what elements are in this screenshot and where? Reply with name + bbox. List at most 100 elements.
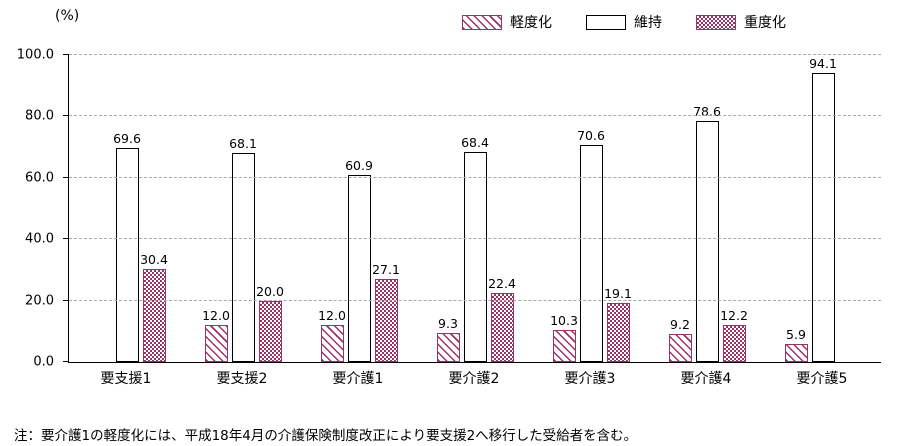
y-tick-mark [63,54,69,55]
bar-value-label: 12.0 [318,308,346,324]
bar-slot: 22.4 [488,55,516,362]
legend-item: 維持 [586,12,662,32]
y-axis-unit-label: (%) [55,8,80,24]
bar-group: 9.3 68.4 22.4 [417,55,533,362]
legend-label: 維持 [634,15,662,31]
bar-slot: 78.6 [693,55,721,362]
bar-slot: 27.1 [372,55,400,362]
y-tick-mark [63,299,69,301]
bar-slot: 19.1 [604,55,632,362]
bar-slot: 60.9 [345,55,373,362]
y-tick-label: 60.0 [25,170,54,186]
bar-group: 9.2 78.6 12.2 [649,55,765,362]
gridline [69,115,881,117]
y-tick-label: 40.0 [25,231,54,247]
x-axis-category-label: 要介護2 [448,371,500,387]
legend-label: 重度化 [744,15,786,31]
bar [463,152,487,362]
bar-value-label: 12.2 [720,307,748,323]
bar [606,303,630,362]
legend-swatch-icon [462,14,502,30]
bar-value-label: 68.4 [461,135,489,151]
gridline [69,54,881,55]
bar-value-label: 68.1 [229,135,257,151]
bar [436,333,460,362]
y-axis: 0.0 20.0 40.0 60.0 80.0 100.0 [0,48,60,370]
bar-slot: 12.0 [202,55,230,362]
bar [722,324,746,362]
bar-value-label: 20.0 [256,283,284,299]
bar-slot: 30.4 [140,55,168,362]
bar-slot: 68.4 [461,55,489,362]
bar [490,293,514,362]
bar [320,325,344,362]
bar-value-label: 70.6 [577,128,605,144]
bar [811,73,835,362]
bar-slot: 5.9 [783,55,810,362]
y-tick-mark [63,115,69,117]
bar [204,325,228,362]
plot-wrap: 69.6 30.4 12.0 68.1 20.0 12.0 60.9 27.1 9.3 68.4 2… [63,54,881,363]
bar [552,330,576,362]
y-tick-label: 100.0 [16,47,54,63]
x-axis-category-label: 要支援2 [216,371,268,387]
y-tick-label: 80.0 [25,108,54,124]
bar [374,278,398,362]
bar-slot [87,55,114,362]
legend: 軽度化 維持 重度化 [462,12,786,32]
legend-item: 軽度化 [462,12,552,32]
y-tick-mark [63,361,69,362]
bar [258,300,282,362]
bar [115,148,139,362]
bar-groups: 69.6 30.4 12.0 68.1 20.0 12.0 60.9 27.1 9.3 68.4 2… [69,55,881,362]
bar-slot: 10.3 [550,55,578,362]
bar-group: 12.0 68.1 20.0 [185,55,301,362]
bar [579,145,603,362]
bar-slot: 94.1 [809,55,837,362]
bar-group: 5.9 94.1 [765,55,881,362]
bar-slot: 69.6 [113,55,141,362]
y-tick-label: 0.0 [33,354,54,370]
bar [784,343,808,362]
bar-value-label: 27.1 [372,261,400,277]
bar-value-label: 22.4 [488,276,516,292]
gridline [69,238,881,240]
bar [347,175,371,362]
bar-value-label: 60.9 [345,158,373,174]
bar-group: 69.6 30.4 [69,55,185,362]
bar [695,120,719,362]
legend-item: 重度化 [696,12,786,32]
bar-group: 12.0 60.9 27.1 [301,55,417,362]
bar-value-label: 94.1 [809,56,837,72]
bar-value-label: 69.6 [113,131,141,147]
gridline [69,176,881,178]
bar-slot [837,55,864,362]
y-tick-mark [63,238,69,240]
x-axis-category-label: 要介護5 [796,371,848,387]
bar [668,333,692,362]
bar-value-label: 12.0 [202,308,230,324]
footnote: 注：要介護1の軽度化には、平成18年4月の介護保険制度改正により要支援2へ移行し… [14,428,638,444]
bar-slot: 70.6 [577,55,605,362]
legend-swatch-icon [696,14,736,30]
bar-slot: 9.2 [667,55,694,362]
bar-value-label: 9.2 [670,316,690,332]
y-tick-label: 20.0 [25,293,54,309]
plot-area: 69.6 30.4 12.0 68.1 20.0 12.0 60.9 27.1 9.3 68.4 2… [63,54,881,363]
bar-slot: 9.3 [435,55,462,362]
bar-group: 10.3 70.6 19.1 [533,55,649,362]
bar-slot: 68.1 [229,55,257,362]
bar-slot: 12.2 [720,55,748,362]
bar-value-label: 5.9 [786,326,806,342]
bar-value-label: 9.3 [438,316,458,332]
bar-value-label: 19.1 [604,286,632,302]
bar-slot: 12.0 [318,55,346,362]
bar-value-label: 78.6 [693,103,721,119]
legend-label: 軽度化 [510,15,552,31]
bar-slot: 20.0 [256,55,284,362]
x-axis-category-label: 要介護1 [332,371,384,387]
bar-value-label: 30.4 [140,251,168,267]
x-axis-category-label: 要介護4 [680,371,732,387]
x-axis-labels: 要支援1 要支援2 要介護1 要介護2 要介護3 要介護4 要介護5 [68,368,880,388]
gridline [69,299,881,301]
